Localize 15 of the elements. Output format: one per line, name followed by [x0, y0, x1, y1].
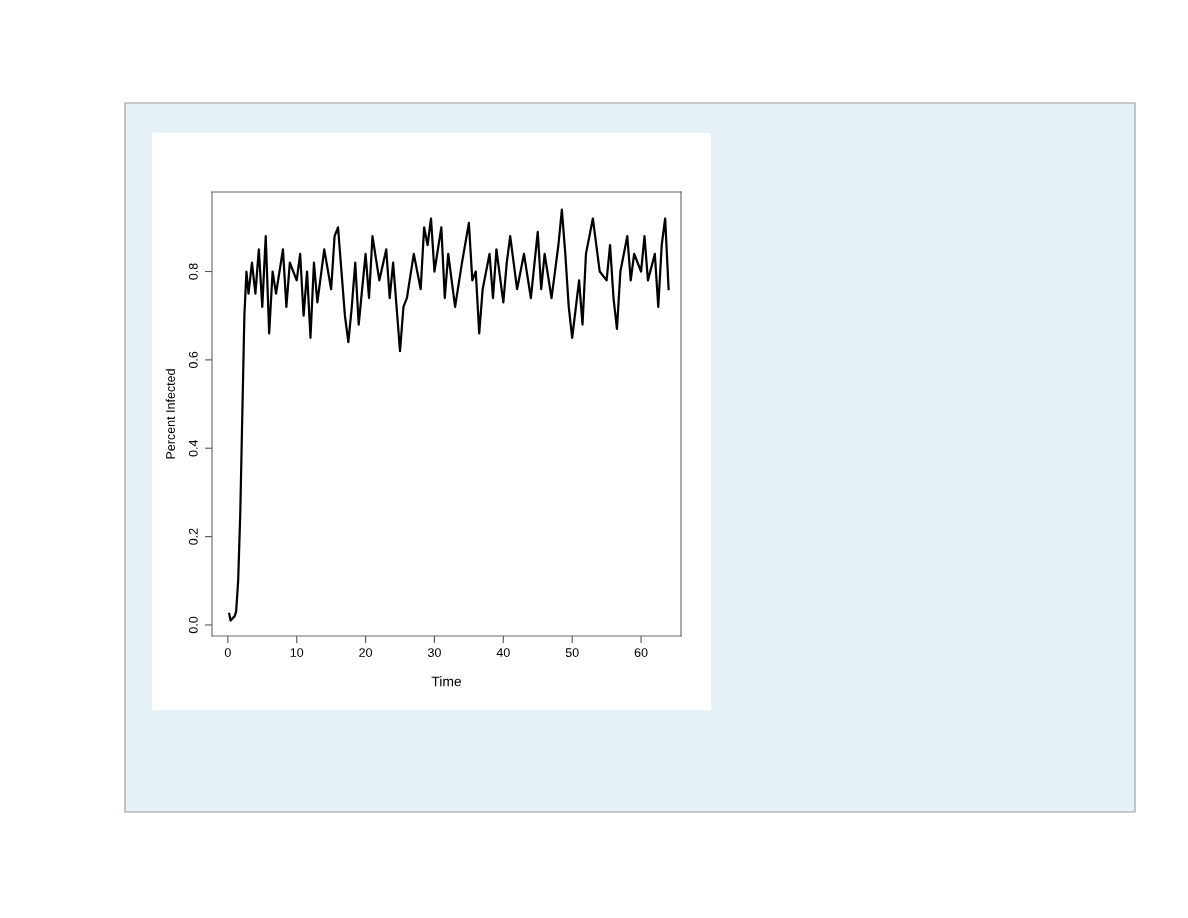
x-tick-label: 50 — [565, 648, 579, 657]
x-tick-label: 40 — [496, 648, 510, 657]
x-tick-label: 0 — [224, 648, 231, 657]
x-tick-label: 30 — [427, 648, 441, 657]
y-tick-label: 0.8 — [188, 263, 198, 280]
x-tick-label: 10 — [290, 648, 304, 657]
y-tick-label: 0.4 — [188, 439, 198, 457]
x-axis-title: Time — [431, 676, 462, 687]
y-axis-title: Percent Infected — [165, 369, 175, 459]
y-tick-label: 0.2 — [188, 528, 198, 545]
y-tick-label: 0.0 — [188, 616, 198, 634]
x-tick-label: 20 — [359, 648, 373, 657]
line-series — [228, 208, 670, 622]
x-tick-label: 60 — [634, 648, 648, 657]
y-tick-label: 0.6 — [188, 351, 198, 369]
